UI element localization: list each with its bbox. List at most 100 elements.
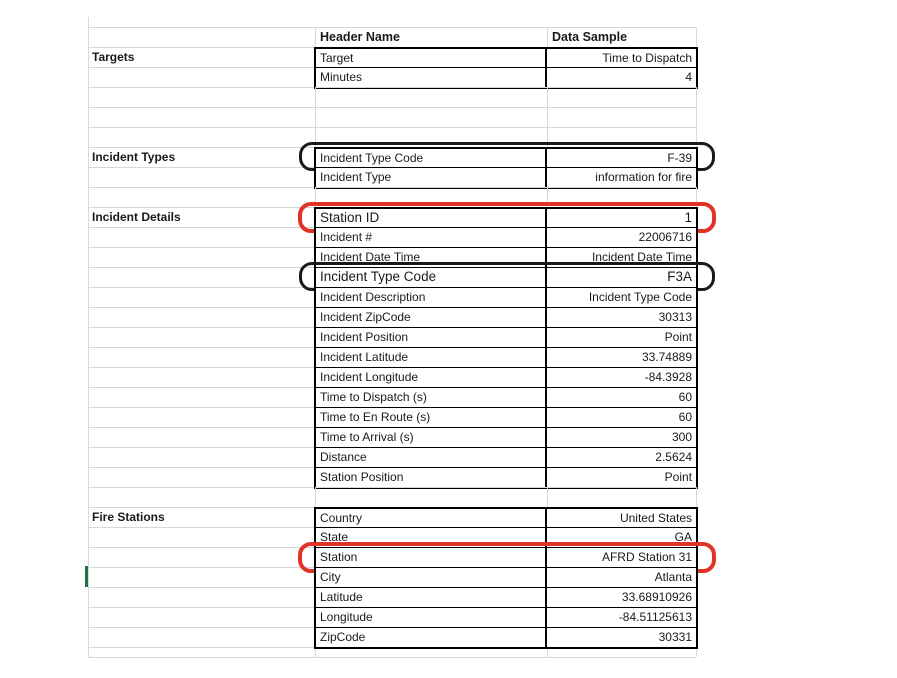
empty-cell[interactable] [548, 488, 696, 507]
table-row[interactable]: Incident # 22006716 [314, 227, 698, 247]
data-sample-cell[interactable]: Atlanta [654, 570, 692, 584]
data-sample-cell[interactable]: Point [664, 330, 692, 344]
table-row[interactable]: Station Position Point [314, 467, 698, 489]
data-sample-cell[interactable]: United States [619, 511, 692, 525]
table-row[interactable]: Incident Type Code F3A [314, 267, 698, 287]
table-row[interactable]: Country United States [314, 507, 698, 527]
data-sample-cell[interactable]: AFRD Station 31 [601, 550, 692, 564]
header-name-cell[interactable]: Incident Type [316, 168, 547, 187]
empty-cell[interactable] [316, 88, 548, 107]
data-sample-cell[interactable]: 2.5624 [655, 450, 692, 464]
header-name-cell[interactable]: Incident Description [316, 288, 547, 307]
data-sample-cell[interactable]: Incident Type Code [588, 290, 692, 304]
empty-row[interactable] [315, 87, 697, 107]
data-sample-cell[interactable]: F3A [667, 269, 692, 284]
empty-row[interactable] [315, 187, 697, 207]
table-row[interactable]: Longitude -84.51125613 [314, 607, 698, 627]
header-name-cell[interactable]: Longitude [316, 608, 547, 627]
table-row[interactable]: Incident Position Point [314, 327, 698, 347]
header-name-cell[interactable]: Incident Type Code [316, 268, 547, 287]
table-row[interactable]: Time to Dispatch (s) 60 [314, 387, 698, 407]
header-name-cell[interactable]: Incident Longitude [316, 368, 547, 387]
header-name-cell[interactable]: Target [316, 49, 547, 67]
header-name-cell[interactable]: Station Position [316, 468, 547, 487]
data-sample-cell[interactable]: 33.74889 [641, 350, 692, 364]
gridline-below-table-3 [696, 647, 697, 657]
header-name-cell[interactable]: Incident Latitude [316, 348, 547, 367]
header-name-cell[interactable]: Incident ZipCode [316, 308, 547, 327]
header-name-cell[interactable]: City [316, 568, 547, 587]
section-label-incident-details[interactable]: Incident Details [92, 210, 181, 224]
header-name-cell[interactable]: Incident # [316, 228, 547, 247]
header-name-cell[interactable]: Time to Dispatch (s) [316, 388, 547, 407]
section-label-incident-types[interactable]: Incident Types [92, 150, 176, 164]
empty-cell[interactable] [316, 488, 548, 507]
data-sample-cell[interactable]: -84.51125613 [618, 610, 692, 624]
header-name-cell[interactable]: Minutes [316, 68, 547, 87]
table-row[interactable]: Time to Arrival (s) 300 [314, 427, 698, 447]
empty-cell[interactable] [316, 128, 548, 147]
empty-cell[interactable] [316, 188, 548, 207]
empty-row[interactable] [315, 127, 697, 147]
table-row[interactable]: State GA [314, 527, 698, 547]
table-row[interactable]: Station ID 1 [314, 207, 698, 227]
section-label-targets[interactable]: Targets [92, 50, 135, 64]
column-header-row: Header Name Data Sample [315, 27, 697, 47]
table-row[interactable]: Incident Type Code F-39 [314, 147, 698, 167]
empty-cell[interactable] [548, 128, 696, 147]
header-name-cell[interactable]: Station ID [316, 209, 547, 227]
data-sample-cell[interactable]: 300 [671, 430, 692, 444]
column-header-data-sample[interactable]: Data Sample [552, 30, 628, 44]
table-row[interactable]: Incident Longitude -84.3928 [314, 367, 698, 387]
empty-row[interactable] [315, 107, 697, 127]
header-name-cell[interactable]: Latitude [316, 588, 547, 607]
empty-row[interactable] [315, 487, 697, 507]
data-sample-cell[interactable]: information for fire [595, 170, 692, 184]
data-sample-cell[interactable]: 33.68910926 [621, 590, 692, 604]
data-sample-cell[interactable]: Incident Date Time [591, 250, 692, 264]
section-label-fire-stations[interactable]: Fire Stations [92, 510, 165, 524]
gridline-below-table-2 [547, 647, 548, 657]
table-row[interactable]: Distance 2.5624 [314, 447, 698, 467]
data-sample-cell[interactable]: F-39 [667, 151, 692, 165]
table-row[interactable]: Minutes 4 [314, 67, 698, 89]
data-sample-cell[interactable]: 60 [678, 410, 692, 424]
table-row[interactable]: Incident Type information for fire [314, 167, 698, 189]
data-sample-cell[interactable]: Time to Dispatch [602, 51, 692, 65]
header-name-cell[interactable]: Time to En Route (s) [316, 408, 547, 427]
header-name-cell[interactable]: Station [316, 548, 547, 567]
header-name-cell[interactable]: ZipCode [316, 628, 547, 647]
header-name-cell[interactable]: Incident Position [316, 328, 547, 347]
table-row[interactable]: Incident Date Time Incident Date Time [314, 247, 698, 267]
empty-cell[interactable] [548, 88, 696, 107]
table-row[interactable]: Station AFRD Station 31 [314, 547, 698, 567]
data-sample-cell[interactable]: 4 [685, 70, 692, 84]
table-row[interactable]: Time to En Route (s) 60 [314, 407, 698, 427]
data-sample-cell[interactable]: -84.3928 [644, 370, 692, 384]
data-sample-cell[interactable]: 1 [684, 210, 692, 225]
data-sample-cell[interactable]: 30313 [658, 310, 692, 324]
table-row[interactable]: Latitude 33.68910926 [314, 587, 698, 607]
table-row[interactable]: Incident ZipCode 30313 [314, 307, 698, 327]
header-name-cell[interactable]: Incident Type Code [316, 149, 547, 167]
data-sample-cell[interactable]: 60 [678, 390, 692, 404]
header-name-cell[interactable]: Time to Arrival (s) [316, 428, 547, 447]
header-name-cell[interactable]: Incident Date Time [316, 248, 547, 267]
header-name-cell[interactable]: Distance [316, 448, 547, 467]
column-header-header-name[interactable]: Header Name [316, 28, 548, 47]
header-name-cell[interactable]: State [316, 528, 547, 547]
header-name-cell[interactable]: Country [316, 509, 547, 527]
data-sample-cell[interactable]: GA [674, 530, 692, 544]
table-row[interactable]: City Atlanta [314, 567, 698, 587]
data-sample-cell[interactable]: 30331 [658, 630, 692, 644]
table-row[interactable]: Incident Description Incident Type Code [314, 287, 698, 307]
data-sample-cell[interactable]: Point [664, 470, 692, 484]
table-row[interactable]: Incident Latitude 33.74889 [314, 347, 698, 367]
data-sample-cell[interactable]: 22006716 [638, 230, 692, 244]
empty-cell[interactable] [316, 108, 548, 127]
empty-cell[interactable] [548, 188, 696, 207]
empty-cell[interactable] [548, 108, 696, 127]
table-row[interactable]: ZipCode 30331 [314, 627, 698, 649]
table-row[interactable]: Target Time to Dispatch [314, 47, 698, 67]
